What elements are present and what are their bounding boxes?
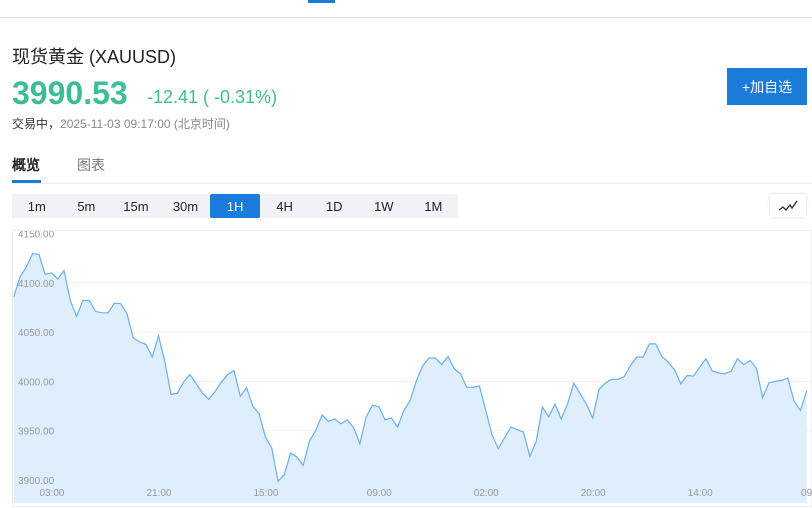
trading-status: 交易中，2025-11-03 09:17:00 (北京时间) bbox=[12, 115, 230, 132]
period-1W[interactable]: 1W bbox=[359, 194, 409, 218]
y-tick-label: 4000.00 bbox=[18, 377, 55, 388]
status-text: 交易中， bbox=[12, 117, 60, 131]
y-tick-label: 3950.00 bbox=[18, 427, 55, 438]
top-divider bbox=[0, 17, 812, 18]
line-chart-icon bbox=[778, 200, 798, 212]
x-tick-label: 14:00 bbox=[688, 488, 713, 499]
instrument-title: 现货黄金 (XAUUSD) bbox=[12, 43, 176, 69]
y-tick-label: 4150.00 bbox=[18, 231, 55, 241]
period-5m[interactable]: 5m bbox=[62, 194, 112, 218]
tab-chart[interactable]: 图表 bbox=[77, 155, 105, 175]
current-price: 3990.53 bbox=[12, 75, 128, 112]
price-chart[interactable]: 4150.00 4100.00 4050.00 4000.00 3950.00 3900.… bbox=[12, 230, 812, 507]
price-change: -12.41 ( -0.31%) bbox=[147, 87, 277, 108]
tabs-divider bbox=[12, 183, 812, 184]
add-watchlist-button[interactable]: +加自选 bbox=[727, 68, 807, 105]
x-tick-label: 21:00 bbox=[146, 488, 171, 499]
period-4H[interactable]: 4H bbox=[260, 194, 310, 218]
price-chart-svg: 4150.00 4100.00 4050.00 4000.00 3950.00 3900.… bbox=[13, 231, 812, 508]
x-tick-label: 09:00 bbox=[367, 488, 392, 499]
top-nav-indicator bbox=[308, 0, 335, 3]
period-1H[interactable]: 1H bbox=[210, 194, 260, 218]
period-1D[interactable]: 1D bbox=[309, 194, 359, 218]
x-tick-label: 09:00 bbox=[801, 488, 812, 499]
price-area bbox=[14, 254, 807, 503]
period-15m[interactable]: 15m bbox=[111, 194, 161, 218]
timestamp: 2025-11-03 09:17:00 (北京时间) bbox=[60, 117, 230, 131]
x-tick-label: 20:00 bbox=[581, 488, 606, 499]
x-tick-label: 03:00 bbox=[39, 488, 64, 499]
y-tick-label: 3900.00 bbox=[18, 476, 55, 487]
period-1M[interactable]: 1M bbox=[409, 194, 459, 218]
tab-overview[interactable]: 概览 bbox=[12, 155, 40, 175]
x-tick-label: 15:00 bbox=[253, 488, 278, 499]
period-30m[interactable]: 30m bbox=[161, 194, 211, 218]
y-tick-label: 4100.00 bbox=[18, 279, 55, 290]
chart-type-button[interactable] bbox=[770, 194, 806, 217]
x-tick-label: 02:00 bbox=[474, 488, 499, 499]
y-tick-label: 4050.00 bbox=[18, 328, 55, 339]
period-1m[interactable]: 1m bbox=[12, 194, 62, 218]
